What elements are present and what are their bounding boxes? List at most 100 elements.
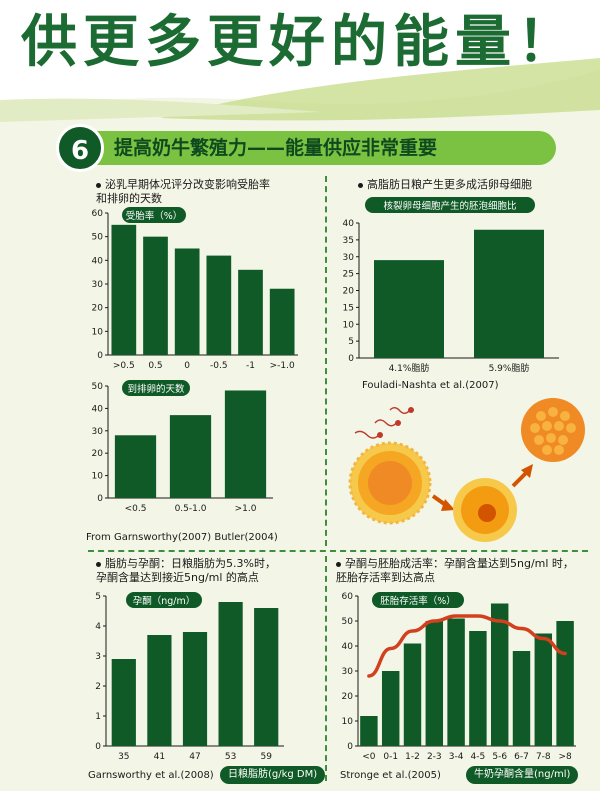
x-tick-label: -0.5 <box>210 361 228 371</box>
source-top-right: Fouladi-Nashta et al.(2007) <box>362 380 499 391</box>
y-tick-label: 20 <box>343 287 355 297</box>
y-tick-label: 25 <box>343 270 354 280</box>
caption-line: 泌乳早期体况评分改变影响受胎率 <box>105 178 270 191</box>
y-tick-label: 30 <box>342 667 354 677</box>
y-tick-label: 50 <box>92 233 104 243</box>
chart-title-tag <box>122 380 190 396</box>
x-tick-label: 3-4 <box>449 752 464 762</box>
y-tick-label: 50 <box>342 617 354 627</box>
bar <box>114 435 157 498</box>
x-tick-label: 0.5 <box>148 361 162 371</box>
y-tick-label: 1 <box>95 712 101 722</box>
bar <box>111 659 136 746</box>
x-tick-label: >0.5 <box>113 361 135 371</box>
x-tick-label: 59 <box>260 752 272 762</box>
chart-blastocyst: 0 5 10 15 20 25 30 35 40 4.1%脂肪 5.9%脂肪 核裂卵母细胞产生的胚泡细… <box>343 197 559 374</box>
caption-line: 和排卵的天数 <box>96 192 162 205</box>
y-tick-label: 20 <box>92 304 104 314</box>
bar <box>447 618 465 746</box>
x-tick-label: <0 <box>362 752 376 762</box>
chart-title-tag <box>372 592 464 608</box>
chart-title: 到排卵的天数 <box>127 383 185 395</box>
y-tick-label: 0 <box>348 354 354 364</box>
y-tick-label: 3 <box>95 652 101 662</box>
y-tick-label: 40 <box>342 642 354 652</box>
background-swoosh <box>0 0 600 122</box>
section-number-badge: 6 <box>56 124 104 172</box>
y-tick-label: 5 <box>348 337 354 347</box>
chart-embryo: 0 10 20 30 40 50 60 <0 0-1 1-2 2-3 3-4 4-5 5-6 6-7 7-8 >… <box>342 592 576 762</box>
caption-top-right: 高脂肪日粮产生更多成活卵母细胞 <box>358 178 588 192</box>
x-tick-label: 35 <box>118 752 129 762</box>
source-top-left: From Garnsworthy(2007) Butler(2004) <box>86 532 278 543</box>
bar <box>556 621 574 746</box>
caption-line: 脂肪与孕酮：日粮脂肪为5.3%时， <box>105 557 276 570</box>
bullet-icon <box>96 182 101 188</box>
y-tick-label: 20 <box>342 692 354 702</box>
x-tick-label: 53 <box>225 752 236 762</box>
source-bottom-left: Garnsworthy et al.(2008) <box>88 770 214 781</box>
chart-progesterone: 0 1 2 3 4 5 35 41 47 53 59 孕酮（ng/m） <box>95 592 284 762</box>
bar <box>147 635 172 746</box>
bar <box>469 631 487 746</box>
bar <box>224 390 267 498</box>
y-tick-label: 2 <box>95 682 101 692</box>
chart-title: 胚胎存活率（%） <box>380 595 456 607</box>
y-tick-label: 30 <box>92 427 104 437</box>
x-tick-label: >1.0 <box>235 504 257 514</box>
y-tick-label: 4 <box>95 622 101 632</box>
y-tick-label: 30 <box>343 253 355 263</box>
y-tick-label: 10 <box>343 320 355 330</box>
caption-line: 胚胎存活率到达高点 <box>336 571 435 584</box>
x-tick-label: 0-1 <box>383 752 398 762</box>
x-tick-label: 5.9%脂肪 <box>489 362 530 374</box>
y-tick-label: 15 <box>343 303 354 313</box>
bar <box>238 269 263 355</box>
oocyte-illustration <box>348 398 585 542</box>
y-tick-label: 10 <box>92 327 104 337</box>
y-tick-label: 60 <box>342 592 354 602</box>
bar <box>381 671 400 746</box>
x-tick-label: 4-5 <box>471 752 486 762</box>
y-tick-label: 20 <box>92 449 104 459</box>
bar <box>512 651 531 746</box>
y-tick-label: 60 <box>92 209 104 219</box>
trend-curve <box>367 614 567 678</box>
bar <box>360 716 378 746</box>
chart-title-tag <box>365 197 535 213</box>
horizontal-divider <box>88 550 588 552</box>
y-tick-label: 40 <box>92 256 104 266</box>
chart-title: 受胎率（%） <box>126 210 183 222</box>
x-tick-label: 4.1%脂肪 <box>389 362 430 374</box>
x-tick-label: >-1.0 <box>270 361 295 371</box>
bar <box>143 236 168 355</box>
bar <box>269 288 295 355</box>
caption-line: 孕酮与胚胎成活率：孕酮含量达到5ng/ml 时， <box>345 557 574 570</box>
x-tick-label: 1-2 <box>405 752 420 762</box>
chart-title-tag <box>126 592 202 608</box>
bullet-icon <box>336 561 341 567</box>
x-tick-label: 41 <box>154 752 165 762</box>
bar <box>169 415 212 498</box>
y-tick-label: 30 <box>92 280 104 290</box>
bar <box>534 633 553 746</box>
chart-title: 孕酮（ng/m） <box>133 595 196 607</box>
chart-title: 核裂卵母细胞产生的胚泡细胞比 <box>383 200 516 212</box>
caption-top-left: 泌乳早期体况评分改变影响受胎率 和排卵的天数 <box>96 178 316 206</box>
x-tick-label: >8 <box>558 752 572 762</box>
bar <box>182 632 208 746</box>
xlabel-progesterone: 日粮脂肪(g/kg DM) <box>220 766 326 784</box>
bar <box>490 603 509 746</box>
y-tick-label: 35 <box>343 236 354 246</box>
chart-title-tag <box>122 207 186 223</box>
bar <box>254 608 279 746</box>
y-tick-label: 5 <box>95 592 101 602</box>
caption-bottom-right: 孕酮与胚胎成活率：孕酮含量达到5ng/ml 时， 胚胎存活率到达高点 <box>336 557 596 585</box>
y-tick-label: 0 <box>97 351 103 361</box>
y-tick-label: 40 <box>343 219 355 229</box>
y-tick-label: 50 <box>92 382 104 392</box>
x-tick-label: <0.5 <box>125 504 147 514</box>
bar <box>218 602 243 746</box>
vertical-divider-bottom <box>325 556 327 781</box>
